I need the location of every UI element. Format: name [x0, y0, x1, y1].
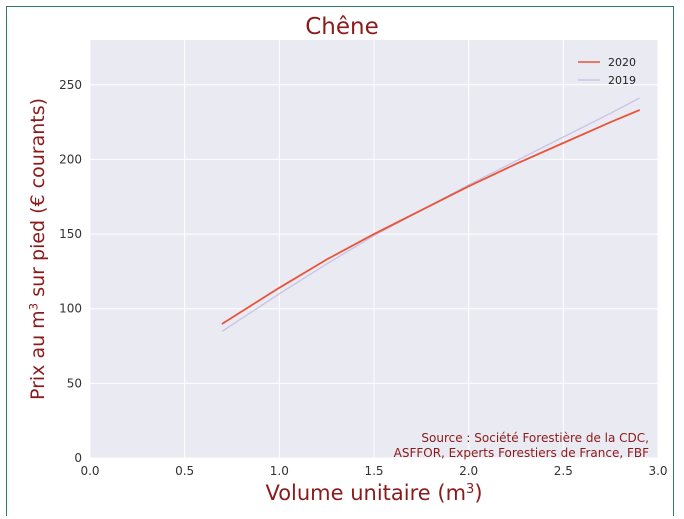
series-lines [221, 97, 640, 332]
x-tick-label: 0.5 [175, 464, 194, 478]
x-tick-label: 2.0 [459, 464, 478, 478]
x-tick-label: 0.0 [80, 464, 99, 478]
y-tick-label: 150 [59, 227, 82, 241]
y-tick-label: 250 [59, 78, 82, 92]
x-tick-label: 3.0 [648, 464, 667, 478]
y-tick-label: 100 [59, 302, 82, 316]
source-line-2: ASFFOR, Experts Forestiers de France, FB… [394, 446, 649, 460]
x-axis-label-text: Volume unitaire (m [265, 481, 467, 505]
y-tick-label: 50 [67, 376, 82, 390]
legend: 2020 2019 [578, 56, 636, 87]
x-axis-label-end: ) [474, 481, 483, 505]
y-axis-label-end: sur pied (€ courants) [27, 97, 49, 303]
x-tick-label: 2.5 [554, 464, 573, 478]
x-axis-label: Volume unitaire (m3) [90, 481, 658, 505]
chart-title: Chêne [305, 14, 379, 40]
series-line-2020 [221, 109, 640, 325]
source-line-1: Source : Société Forestière de la CDC, [421, 431, 649, 445]
y-tick-label: 200 [59, 152, 82, 166]
y-axis-label-superscript: 3 [26, 302, 41, 311]
x-tick-label: 1.5 [364, 464, 383, 478]
y-axis-label: Prix au m3 sur pied (€ courants) [27, 98, 49, 400]
y-axis-label-text: Prix au m [27, 310, 49, 401]
legend-label-2019: 2019 [608, 74, 636, 87]
legend-label-2020: 2020 [608, 56, 636, 69]
y-tick-label: 0 [74, 451, 82, 465]
y-tick-labels: 0 50 100 150 200 250 [59, 78, 82, 465]
x-tick-label: 1.0 [270, 464, 289, 478]
x-axis-label-superscript: 3 [466, 481, 475, 497]
x-tick-labels: 0.0 0.5 1.0 1.5 2.0 2.5 3.0 [80, 464, 667, 478]
